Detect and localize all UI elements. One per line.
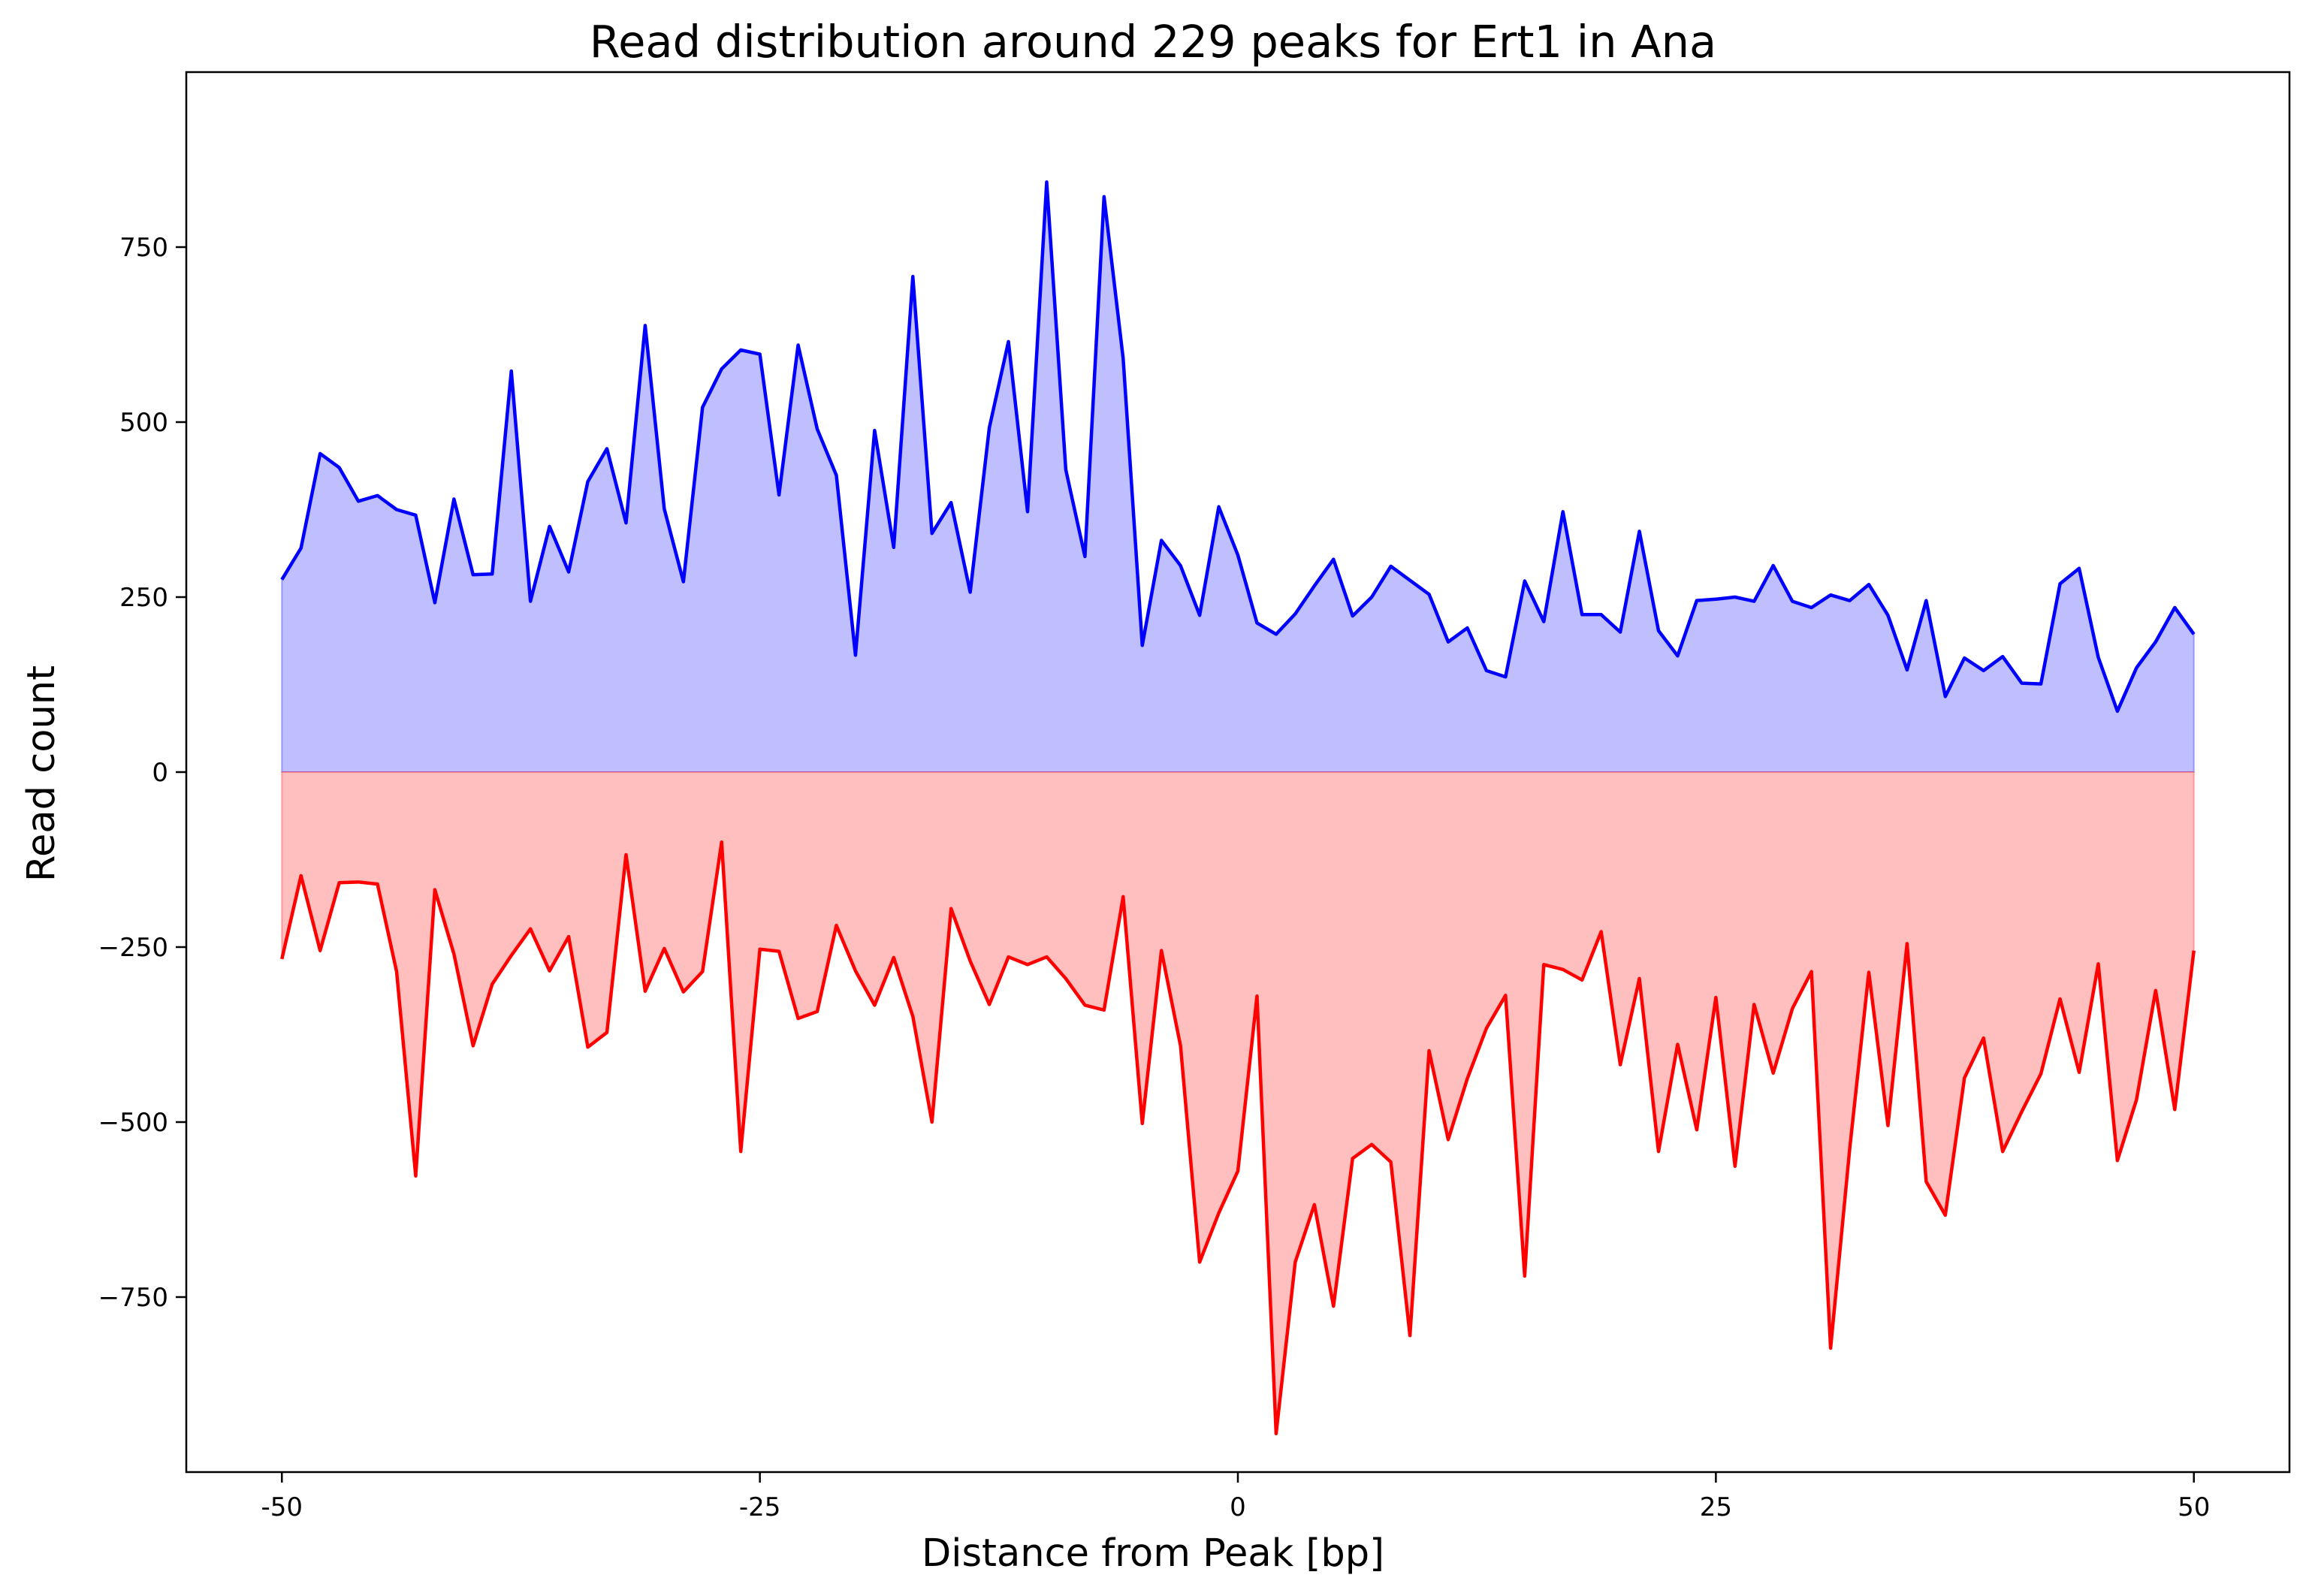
x-axis-label: Distance from Peak [bp] (922, 1531, 1384, 1576)
y-tick-label: 0 (152, 758, 168, 788)
y-tick-label: 750 (119, 233, 168, 263)
y-tick-label: 250 (119, 583, 168, 613)
y-tick-label: −250 (98, 933, 168, 963)
y-tick-label: −500 (98, 1108, 168, 1138)
x-axis-ticks: -50 -25 0 25 50 (261, 1472, 2210, 1522)
x-tick-label: -50 (261, 1492, 303, 1522)
y-tick-label: −750 (98, 1283, 168, 1313)
series-lines (280, 180, 2196, 1435)
x-tick-label: -25 (739, 1492, 781, 1522)
y-axis-ticks: 750 500 250 0 −250 −500 −750 (98, 233, 186, 1313)
y-tick-label: 500 (119, 408, 168, 438)
series-1-line (280, 180, 2196, 714)
y-axis-label: Read count (20, 665, 64, 882)
x-tick-label: 0 (1230, 1492, 1246, 1522)
chart-title: Read distribution around 229 peaks for E… (590, 16, 1716, 68)
x-tick-label: 50 (2178, 1492, 2210, 1522)
series-2-line (280, 840, 2196, 1435)
x-tick-label: 25 (1700, 1492, 1732, 1522)
